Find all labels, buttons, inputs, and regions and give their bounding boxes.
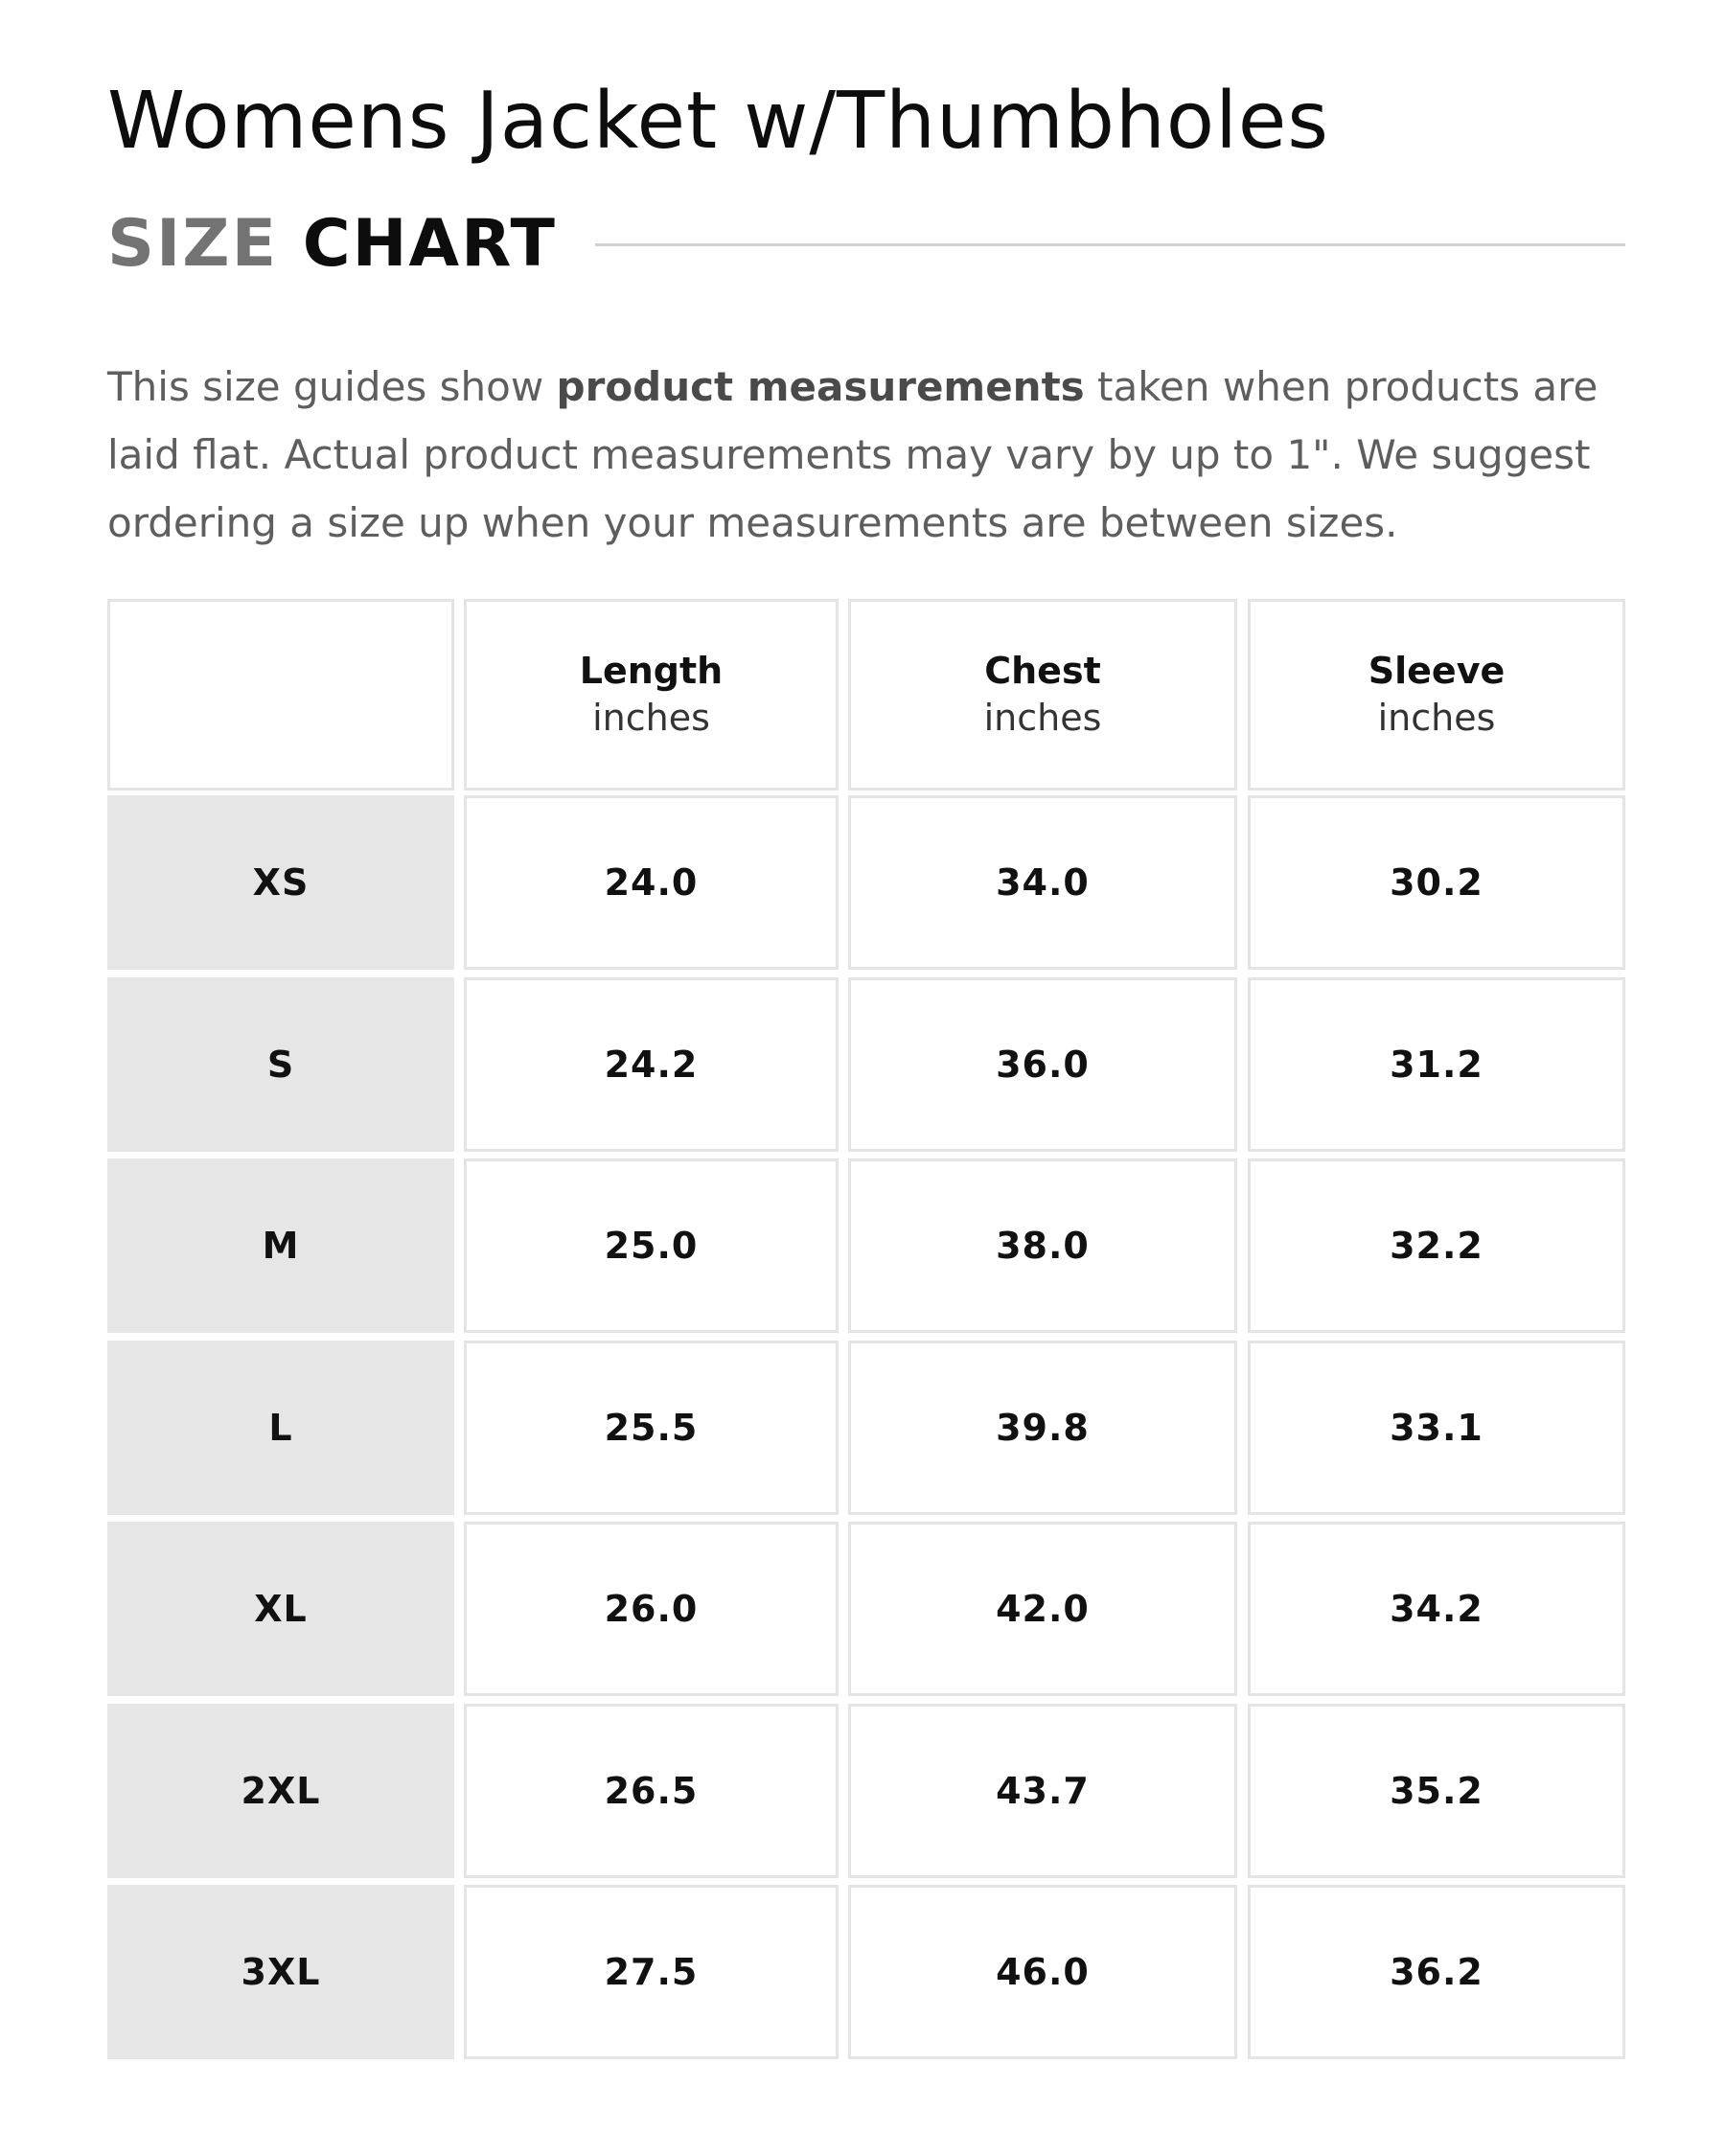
size-label-3xl: 3XL xyxy=(107,1885,454,2059)
table-cell-value: 24.0 xyxy=(604,861,699,904)
heading-word-size: SIZE xyxy=(107,206,279,282)
table-cell-2xl-length: 26.5 xyxy=(464,1704,839,1878)
column-name: Chest xyxy=(984,649,1101,692)
table-cell-value: 34.0 xyxy=(996,861,1090,904)
table-cell-value: 36.0 xyxy=(996,1044,1090,1086)
size-label-s: S xyxy=(107,977,454,1152)
table-cell-3xl-length: 27.5 xyxy=(464,1885,839,2059)
column-header-length: Length inches xyxy=(464,599,839,791)
product-title: Womens Jacket w/Thumbholes xyxy=(107,76,1330,167)
column-unit: inches xyxy=(592,697,710,739)
size-chart-page: Womens Jacket w/Thumbholes SIZE CHART Th… xyxy=(107,0,1625,2156)
chart-heading: SIZE CHART xyxy=(107,201,1625,287)
intro-text-start: This size guides show xyxy=(107,363,557,410)
table-cell-value: 46.0 xyxy=(996,1951,1090,1993)
table-cell-value: 43.7 xyxy=(996,1770,1090,1812)
size-label-text: 2XL xyxy=(241,1770,321,1812)
size-label-text: M xyxy=(262,1225,300,1267)
table-cell-m-sleeve: 32.2 xyxy=(1248,1158,1625,1333)
table-cell-value: 36.2 xyxy=(1390,1951,1484,1993)
size-label-xs: XS xyxy=(107,795,454,970)
table-cell-value: 25.0 xyxy=(604,1225,699,1267)
table-cell-l-chest: 39.8 xyxy=(848,1341,1237,1515)
table-cell-xl-sleeve: 34.2 xyxy=(1248,1522,1625,1696)
size-label-text: S xyxy=(266,1044,295,1086)
column-name: Sleeve xyxy=(1368,649,1506,692)
table-cell-xl-chest: 42.0 xyxy=(848,1522,1237,1696)
column-header-text: Length inches xyxy=(580,648,723,743)
chart-heading-text: SIZE CHART xyxy=(107,212,557,277)
table-cell-l-sleeve: 33.1 xyxy=(1248,1341,1625,1515)
column-name: Length xyxy=(579,649,724,692)
table-cell-value: 30.2 xyxy=(1390,861,1484,904)
heading-divider xyxy=(594,242,1625,246)
size-label-2xl: 2XL xyxy=(107,1704,454,1878)
column-header-text: Chest inches xyxy=(984,648,1102,743)
size-label-text: 3XL xyxy=(241,1951,321,1993)
intro-paragraph: This size guides show product measuremen… xyxy=(107,353,1625,557)
table-cell-xs-sleeve: 30.2 xyxy=(1248,795,1625,970)
table-cell-value: 35.2 xyxy=(1390,1770,1484,1812)
table-cell-s-chest: 36.0 xyxy=(848,977,1237,1152)
column-header-sleeve: Sleeve inches xyxy=(1248,599,1625,791)
table-cell-s-length: 24.2 xyxy=(464,977,839,1152)
size-label-text: XS xyxy=(252,861,310,904)
size-label-text: XL xyxy=(254,1588,308,1630)
table-cell-s-sleeve: 31.2 xyxy=(1248,977,1625,1152)
size-label-l: L xyxy=(107,1341,454,1515)
table-cell-value: 26.0 xyxy=(604,1588,699,1630)
table-cell-2xl-sleeve: 35.2 xyxy=(1248,1704,1625,1878)
intro-text-bold: product measurements xyxy=(556,363,1085,410)
table-cell-value: 39.8 xyxy=(996,1407,1090,1449)
table-cell-l-length: 25.5 xyxy=(464,1341,839,1515)
column-header-text: Sleeve inches xyxy=(1368,648,1505,743)
table-cell-value: 38.0 xyxy=(996,1225,1090,1267)
column-unit: inches xyxy=(983,697,1102,739)
column-header-chest: Chest inches xyxy=(848,599,1237,791)
table-cell-value: 31.2 xyxy=(1390,1044,1484,1086)
table-cell-value: 25.5 xyxy=(604,1407,699,1449)
column-unit: inches xyxy=(1377,697,1496,739)
table-cell-xs-length: 24.0 xyxy=(464,795,839,970)
heading-word-chart: CHART xyxy=(302,206,557,282)
table-cell-value: 42.0 xyxy=(996,1588,1090,1630)
intro-text-end: taken when products are laid flat. Actua… xyxy=(107,363,1598,546)
table-cell-value: 34.2 xyxy=(1390,1588,1484,1630)
size-label-xl: XL xyxy=(107,1522,454,1696)
table-cell-m-length: 25.0 xyxy=(464,1158,839,1333)
table-cell-value: 27.5 xyxy=(604,1951,699,1993)
table-cell-value: 33.1 xyxy=(1390,1407,1484,1449)
table-cell-3xl-chest: 46.0 xyxy=(848,1885,1237,2059)
size-label-m: M xyxy=(107,1158,454,1333)
table-corner-cell xyxy=(107,599,454,791)
table-cell-xs-chest: 34.0 xyxy=(848,795,1237,970)
size-label-text: L xyxy=(268,1407,293,1449)
table-cell-m-chest: 38.0 xyxy=(848,1158,1237,1333)
table-cell-value: 24.2 xyxy=(604,1044,699,1086)
table-cell-value: 32.2 xyxy=(1390,1225,1484,1267)
table-cell-xl-length: 26.0 xyxy=(464,1522,839,1696)
table-cell-value: 26.5 xyxy=(604,1770,699,1812)
table-cell-3xl-sleeve: 36.2 xyxy=(1248,1885,1625,2059)
table-cell-2xl-chest: 43.7 xyxy=(848,1704,1237,1878)
